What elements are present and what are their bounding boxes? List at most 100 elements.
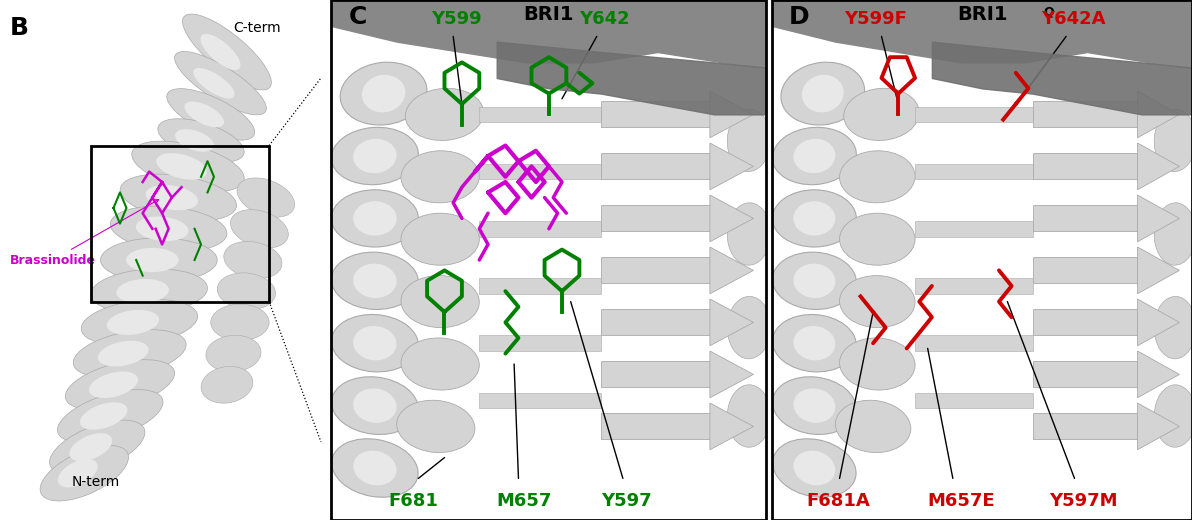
- Polygon shape: [1137, 403, 1179, 450]
- Ellipse shape: [91, 269, 207, 314]
- Bar: [601, 413, 710, 439]
- Ellipse shape: [839, 338, 915, 390]
- Ellipse shape: [206, 335, 261, 372]
- Ellipse shape: [794, 326, 836, 360]
- Ellipse shape: [353, 264, 397, 298]
- Bar: [601, 153, 710, 179]
- Polygon shape: [1137, 143, 1179, 190]
- Bar: [601, 257, 710, 283]
- Polygon shape: [1137, 351, 1179, 398]
- Ellipse shape: [57, 389, 163, 443]
- Ellipse shape: [353, 451, 397, 485]
- Bar: [479, 107, 601, 122]
- Ellipse shape: [145, 185, 198, 210]
- Text: BRI1: BRI1: [957, 5, 1007, 24]
- Text: Y642: Y642: [579, 10, 631, 29]
- Ellipse shape: [80, 402, 128, 430]
- Text: Brassinolide: Brassinolide: [10, 200, 159, 266]
- Polygon shape: [710, 351, 753, 398]
- Bar: [915, 164, 1032, 179]
- Ellipse shape: [839, 213, 915, 265]
- Ellipse shape: [224, 241, 283, 279]
- Ellipse shape: [1154, 385, 1192, 447]
- Ellipse shape: [401, 151, 479, 203]
- Ellipse shape: [794, 201, 836, 236]
- Ellipse shape: [401, 276, 479, 328]
- Text: B: B: [10, 16, 29, 40]
- Ellipse shape: [156, 153, 207, 180]
- Ellipse shape: [727, 109, 771, 172]
- Polygon shape: [710, 143, 753, 190]
- Ellipse shape: [211, 304, 269, 341]
- Ellipse shape: [353, 388, 397, 423]
- Ellipse shape: [794, 451, 836, 485]
- Ellipse shape: [200, 34, 241, 70]
- Bar: [1032, 309, 1137, 335]
- Ellipse shape: [844, 88, 919, 140]
- Ellipse shape: [136, 216, 188, 241]
- Ellipse shape: [185, 101, 224, 127]
- Ellipse shape: [353, 326, 397, 360]
- Bar: [1032, 361, 1137, 387]
- Ellipse shape: [839, 151, 915, 203]
- Polygon shape: [710, 403, 753, 450]
- Ellipse shape: [772, 315, 856, 372]
- Ellipse shape: [331, 190, 418, 247]
- Ellipse shape: [794, 388, 836, 423]
- Ellipse shape: [727, 385, 771, 447]
- Ellipse shape: [772, 127, 856, 185]
- Text: Y597: Y597: [601, 491, 652, 510]
- Ellipse shape: [69, 433, 112, 461]
- Ellipse shape: [362, 75, 405, 112]
- Ellipse shape: [331, 127, 418, 185]
- Ellipse shape: [50, 420, 145, 474]
- Ellipse shape: [340, 62, 427, 125]
- Bar: [915, 278, 1032, 294]
- Ellipse shape: [41, 446, 129, 501]
- Polygon shape: [710, 247, 753, 294]
- Bar: [915, 221, 1032, 237]
- Ellipse shape: [839, 276, 915, 328]
- Ellipse shape: [167, 88, 255, 140]
- Ellipse shape: [727, 296, 771, 359]
- Ellipse shape: [1154, 296, 1192, 359]
- Bar: [915, 335, 1032, 351]
- Ellipse shape: [836, 400, 911, 452]
- Ellipse shape: [727, 203, 771, 265]
- Ellipse shape: [73, 330, 186, 378]
- Ellipse shape: [781, 62, 864, 125]
- Text: F681: F681: [387, 491, 437, 510]
- Ellipse shape: [405, 88, 484, 140]
- Bar: [479, 393, 601, 408]
- Ellipse shape: [237, 178, 294, 217]
- Ellipse shape: [794, 139, 836, 173]
- Ellipse shape: [331, 315, 418, 372]
- Ellipse shape: [772, 377, 856, 434]
- Polygon shape: [710, 195, 753, 242]
- Ellipse shape: [132, 141, 244, 192]
- Ellipse shape: [100, 238, 217, 282]
- Ellipse shape: [66, 360, 174, 410]
- Bar: [479, 278, 601, 294]
- Ellipse shape: [331, 439, 418, 497]
- Ellipse shape: [107, 310, 160, 335]
- Ellipse shape: [1154, 203, 1192, 265]
- Text: C: C: [349, 5, 367, 29]
- Ellipse shape: [201, 367, 253, 403]
- Ellipse shape: [794, 264, 836, 298]
- Polygon shape: [710, 91, 753, 138]
- Ellipse shape: [772, 252, 856, 309]
- Ellipse shape: [175, 129, 213, 152]
- Ellipse shape: [353, 139, 397, 173]
- Bar: [1032, 153, 1137, 179]
- Ellipse shape: [772, 439, 856, 497]
- Ellipse shape: [117, 279, 169, 304]
- Ellipse shape: [331, 252, 418, 309]
- Polygon shape: [1137, 247, 1179, 294]
- Ellipse shape: [89, 372, 138, 398]
- Text: M657E: M657E: [927, 491, 995, 510]
- Text: Q: Q: [1043, 5, 1054, 18]
- Ellipse shape: [157, 119, 244, 162]
- Ellipse shape: [98, 341, 149, 367]
- Ellipse shape: [111, 206, 226, 251]
